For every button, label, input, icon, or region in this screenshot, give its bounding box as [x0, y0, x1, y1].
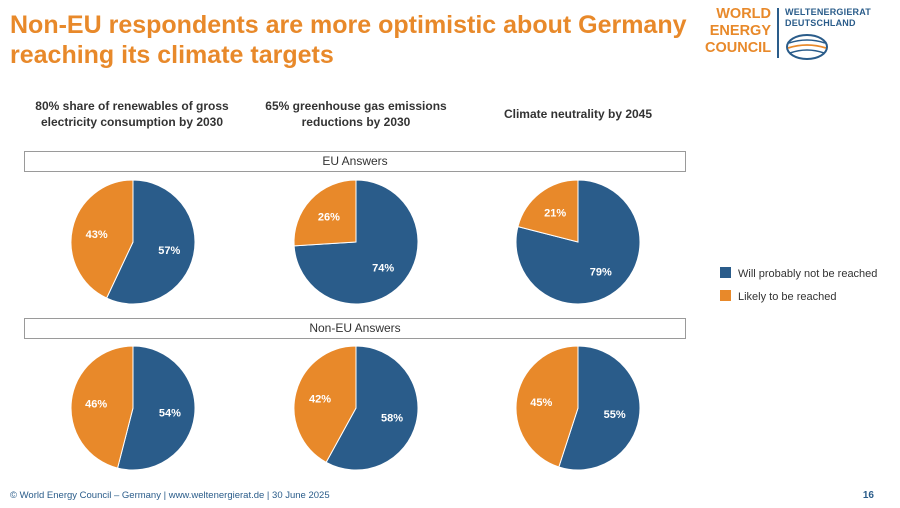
logo-line-world: WORLD: [716, 6, 771, 22]
pie-label-non-eu-neutrality-not-reached: 55%: [604, 409, 626, 421]
legend-swatch-orange: [720, 290, 731, 301]
column-header-renewables: 80% share of renewables of gross electri…: [35, 99, 229, 129]
logo-left-text: WORLD ENERGY COUNCIL: [705, 6, 771, 57]
world-energy-council-logo: WORLD ENERGY COUNCIL WELTENERGIERAT DEUT…: [705, 6, 885, 62]
pie-slice-non-eu-emissions-not-reached: [325, 345, 419, 471]
pie-slice-eu-emissions-reached: [293, 179, 357, 247]
pie-label-non-eu-emissions-not-reached: 58%: [381, 412, 403, 424]
eu-answers-band: EU Answers: [24, 151, 686, 172]
pie-slice-non-eu-neutrality-not-reached: [558, 345, 641, 471]
pie-label-eu-neutrality-not-reached: 79%: [590, 266, 612, 278]
pie-label-eu-neutrality-reached: 21%: [544, 208, 566, 220]
pie-slice-non-eu-emissions-reached: [293, 345, 357, 464]
legend-label-reached: Likely to be reached: [738, 291, 837, 303]
logo-line-energy: ENERGY: [709, 23, 771, 39]
logo-right-text: WELTENERGIERAT DEUTSCHLAND: [785, 7, 885, 29]
globe-logo-icon: [786, 34, 828, 60]
pie-label-non-eu-emissions-reached: 42%: [309, 394, 331, 406]
slide-title: Non-EU respondents are more optimistic a…: [10, 11, 687, 69]
legend-item-reached: Likely to be reached: [720, 290, 890, 304]
pie-slice-non-eu-neutrality-reached: [515, 345, 579, 468]
legend-item-not-reached: Will probably not be reached: [720, 267, 890, 281]
column-header-neutrality: Climate neutrality by 2045: [503, 107, 653, 121]
logo-line-council: COUNCIL: [705, 40, 772, 56]
pie-label-eu-emissions-not-reached: 74%: [372, 263, 394, 275]
pie-slice-non-eu-renewables-reached: [70, 345, 134, 469]
pie-label-eu-renewables-reached: 43%: [86, 229, 108, 241]
logo-line-deutschland: DEUTSCHLAND: [785, 18, 856, 28]
column-header-emissions: 65% greenhouse gas emissions reductions …: [265, 99, 447, 129]
pie-label-eu-renewables-not-reached: 57%: [158, 245, 180, 257]
pie-label-non-eu-renewables-reached: 46%: [85, 398, 107, 410]
pie-slice-eu-renewables-reached: [70, 179, 134, 299]
non-eu-answers-band: Non-EU Answers: [24, 318, 686, 339]
legend-label-not-reached: Will probably not be reached: [738, 268, 878, 280]
pie-label-non-eu-neutrality-reached: 45%: [530, 397, 552, 409]
pie-slice-non-eu-renewables-not-reached: [116, 345, 196, 471]
legend-swatch-blue: [720, 267, 731, 278]
pie-label-eu-emissions-reached: 26%: [318, 212, 340, 224]
pie-label-non-eu-renewables-not-reached: 54%: [159, 408, 181, 420]
pie-slice-eu-neutrality-reached: [517, 179, 579, 243]
pie-slice-eu-renewables-not-reached: [105, 179, 196, 305]
logo-divider: [777, 8, 779, 58]
logo-line-weltenergierat: WELTENERGIERAT: [785, 7, 871, 17]
footer-text: © World Energy Council – Germany | www.w…: [10, 490, 330, 501]
page-number: 16: [862, 490, 874, 501]
